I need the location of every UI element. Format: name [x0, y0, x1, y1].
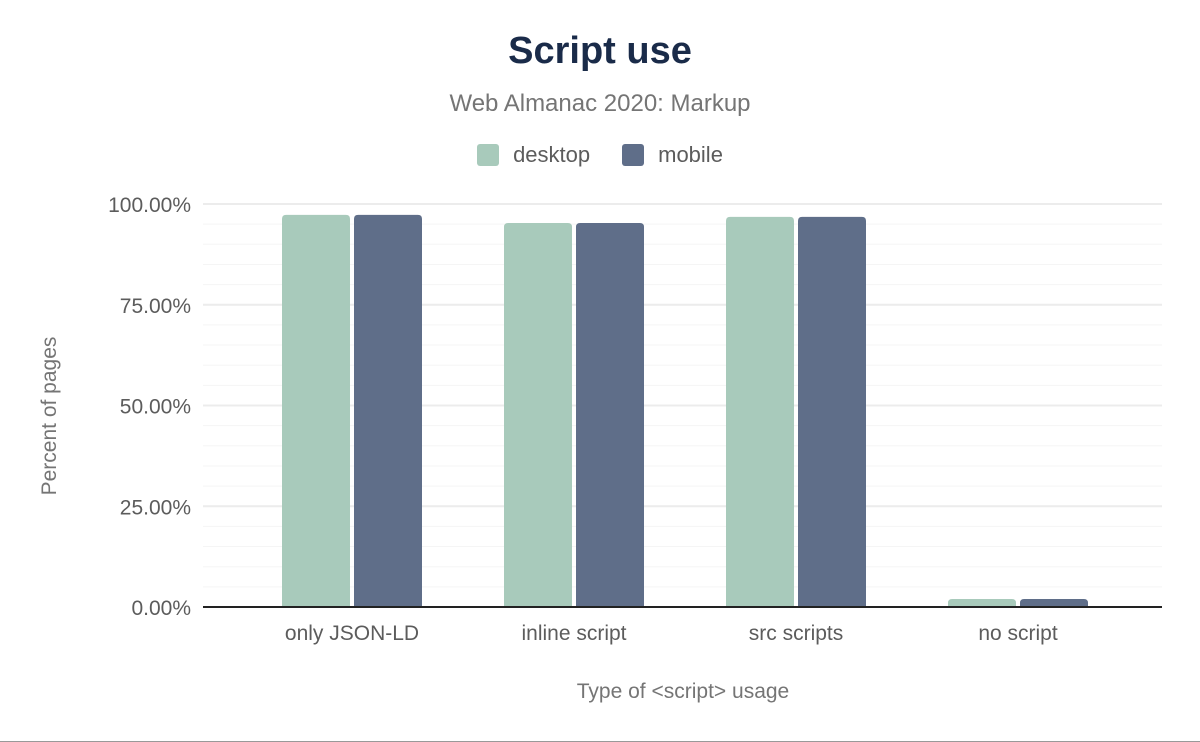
legend-item-mobile[interactable]: mobile [622, 142, 723, 168]
y-tick-label: 25.00% [120, 496, 191, 519]
bar-desktop [504, 222, 572, 608]
y-tick-label: 0.00% [131, 597, 191, 620]
bar-desktop [726, 216, 794, 607]
x-axis-label: Type of <script> usage [577, 680, 789, 703]
legend-label-desktop: desktop [513, 142, 591, 167]
y-tick-label: 50.00% [120, 396, 191, 419]
y-tick-label: 75.00% [120, 295, 191, 318]
x-tick-label: no script [978, 622, 1058, 645]
legend-item-desktop[interactable]: desktop [477, 142, 590, 168]
bar-mobile [798, 216, 866, 607]
legend-label-mobile: mobile [658, 142, 723, 167]
y-tick-label: 100.00% [108, 194, 191, 217]
chart-title: Script use [508, 30, 692, 72]
bar-mobile [1020, 598, 1088, 607]
x-tick-label: src scripts [749, 622, 844, 645]
bar-mobile [576, 222, 644, 608]
bar-desktop [282, 214, 350, 608]
x-tick-label: only JSON-LD [285, 622, 419, 645]
legend: desktop mobile [0, 142, 1200, 168]
legend-swatch-mobile [622, 144, 645, 166]
x-tick-label: inline script [521, 622, 626, 645]
chart-subtitle: Web Almanac 2020: Markup [449, 90, 751, 117]
bar-mobile [354, 214, 422, 608]
legend-swatch-desktop [477, 144, 500, 166]
bar-desktop [948, 598, 1016, 607]
y-axis-label: Percent of pages [38, 337, 61, 496]
